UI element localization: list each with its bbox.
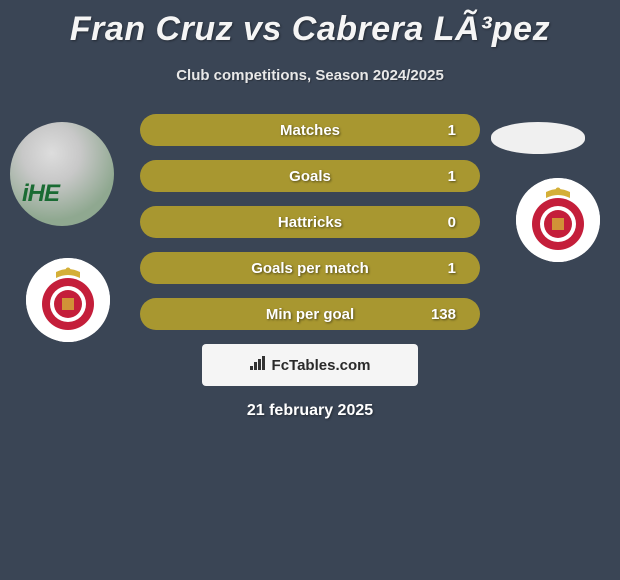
stats-container: Matches 1 Goals 1 Hattricks 0 Goals per … (0, 114, 620, 330)
stat-label: Matches (140, 122, 480, 139)
stat-label: Hattricks (140, 214, 480, 231)
stat-row-matches: Matches 1 (140, 114, 480, 146)
stat-label: Min per goal (140, 306, 480, 323)
date-text: 21 february 2025 (0, 402, 620, 420)
stat-label: Goals (140, 168, 480, 185)
stat-row-goals: Goals 1 (140, 160, 480, 192)
stat-value: 1 (448, 260, 456, 277)
stat-value: 1 (448, 122, 456, 139)
stat-row-hattricks: Hattricks 0 (140, 206, 480, 238)
stat-row-min-per-goal: Min per goal 138 (140, 298, 480, 330)
source-text: FcTables.com (272, 357, 371, 374)
stat-value: 0 (448, 214, 456, 231)
chart-icon (250, 356, 268, 375)
stat-label: Goals per match (140, 260, 480, 277)
subtitle: Club competitions, Season 2024/2025 (0, 67, 620, 84)
page-title: Fran Cruz vs Cabrera LÃ³pez (0, 0, 620, 49)
source-box: FcTables.com (202, 344, 418, 386)
stat-row-goals-per-match: Goals per match 1 (140, 252, 480, 284)
stat-value: 1 (448, 168, 456, 185)
stat-value: 138 (431, 306, 456, 323)
